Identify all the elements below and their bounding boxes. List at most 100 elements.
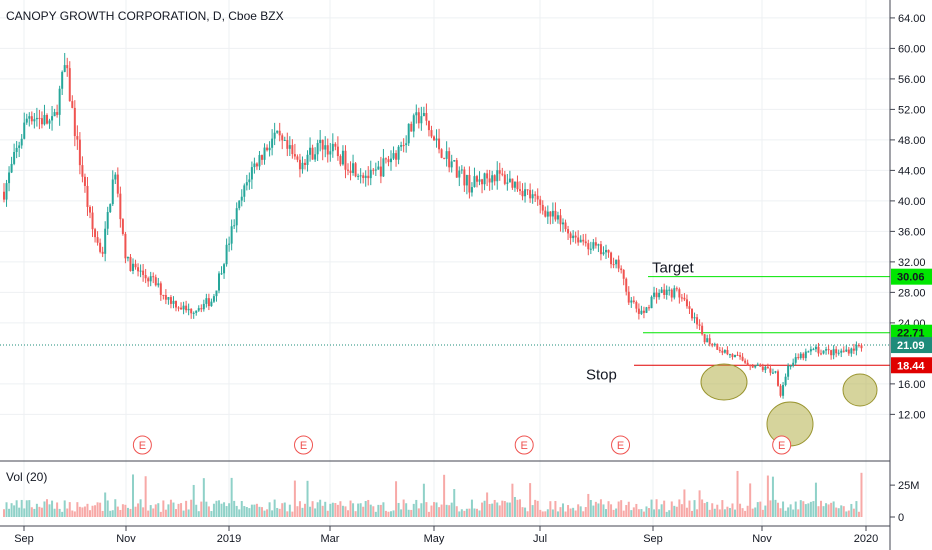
volume-bar bbox=[670, 501, 673, 517]
volume-bar bbox=[63, 500, 66, 517]
candle-body bbox=[58, 88, 61, 115]
candle-body bbox=[215, 290, 218, 297]
candle-body bbox=[94, 229, 97, 238]
volume-bar bbox=[271, 510, 274, 517]
candle-body bbox=[210, 301, 213, 307]
candle-body bbox=[230, 226, 233, 244]
volume-bar bbox=[825, 503, 828, 517]
candle-body bbox=[329, 151, 332, 155]
candle-body bbox=[139, 270, 142, 272]
volume-bar bbox=[837, 508, 840, 517]
volume-bar bbox=[711, 503, 714, 517]
candle-body bbox=[162, 294, 165, 296]
candle-body bbox=[15, 147, 18, 153]
candle-body bbox=[263, 147, 266, 160]
candle-body bbox=[306, 154, 309, 165]
volume-bar bbox=[531, 505, 534, 517]
candle-body bbox=[271, 138, 274, 148]
volume-bar bbox=[857, 511, 860, 517]
candle-body bbox=[157, 283, 160, 286]
volume-bar bbox=[465, 508, 468, 517]
volume-bar bbox=[850, 503, 853, 517]
candle-body bbox=[794, 357, 797, 363]
price-axis[interactable]: 64.00 60.00 56.00 52.00 48.00 44.00 40.00 36.00… bbox=[890, 13, 926, 524]
candle-body bbox=[243, 185, 246, 197]
volume-bar bbox=[847, 510, 850, 517]
candle-body bbox=[412, 115, 415, 132]
volume-bar bbox=[751, 508, 754, 517]
stop-label: Stop bbox=[586, 366, 617, 383]
volume-bar bbox=[202, 478, 205, 517]
volume-bar bbox=[278, 508, 281, 517]
candle-body bbox=[817, 346, 820, 354]
candle-body bbox=[668, 289, 671, 291]
candle-body bbox=[642, 310, 645, 313]
candle-body bbox=[63, 65, 66, 72]
candle-body bbox=[789, 365, 792, 367]
volume-bar bbox=[726, 506, 729, 517]
volume-bar bbox=[152, 508, 155, 517]
volume-bar bbox=[513, 496, 516, 517]
volume-bar bbox=[339, 501, 342, 517]
volume-bar bbox=[377, 504, 380, 517]
price-candles bbox=[3, 52, 863, 399]
target-label: Target bbox=[652, 260, 695, 277]
volume-bar bbox=[66, 508, 69, 517]
candle-body bbox=[807, 351, 810, 353]
volume-bar bbox=[627, 501, 630, 517]
candle-body bbox=[384, 158, 387, 160]
candle-body bbox=[564, 222, 567, 230]
candle-body bbox=[526, 189, 529, 191]
candle-body bbox=[149, 276, 152, 282]
candle-body bbox=[842, 350, 845, 352]
volume-bar bbox=[283, 502, 286, 517]
volume-bar bbox=[496, 502, 499, 517]
volume-bar bbox=[157, 503, 160, 517]
candle-body bbox=[111, 179, 114, 205]
candle-body bbox=[28, 116, 31, 119]
volume-bar bbox=[746, 505, 749, 517]
candle-body bbox=[610, 252, 613, 265]
volume-bar bbox=[691, 510, 693, 517]
volume-bar bbox=[744, 510, 747, 517]
candle-body bbox=[764, 366, 767, 371]
volume-bar bbox=[144, 476, 147, 517]
candle-body bbox=[124, 233, 127, 259]
volume-bar bbox=[392, 510, 395, 517]
time-axis[interactable]: Sep Nov 2019 Mar May Jul Sep Nov 2020 bbox=[14, 526, 878, 545]
candle-body bbox=[405, 143, 408, 146]
volume-bar bbox=[364, 501, 367, 517]
candle-body bbox=[569, 233, 572, 239]
volume-bar bbox=[584, 507, 587, 517]
candle-body bbox=[13, 152, 16, 164]
volume-bar bbox=[587, 493, 590, 517]
time-tick-label: Sep bbox=[643, 533, 663, 545]
volume-bar bbox=[519, 499, 521, 517]
candle-body bbox=[205, 298, 208, 304]
candle-body bbox=[278, 130, 281, 136]
candle-body bbox=[852, 348, 855, 351]
volume-bar bbox=[182, 510, 185, 517]
candle-body bbox=[281, 135, 284, 141]
volume-bar bbox=[304, 503, 306, 517]
candle-body bbox=[46, 114, 48, 124]
candle-body bbox=[40, 118, 43, 125]
price-tag-label: 22.71 bbox=[897, 328, 925, 340]
candle-body bbox=[453, 160, 456, 162]
volume-bar bbox=[665, 511, 668, 517]
volume-bar bbox=[248, 508, 251, 517]
candle-body bbox=[605, 249, 607, 253]
candle-body bbox=[387, 159, 390, 163]
candle-body bbox=[663, 289, 666, 295]
candle-body bbox=[549, 211, 552, 217]
volume-bar bbox=[739, 503, 742, 517]
price-tick-label: 48.00 bbox=[898, 135, 926, 147]
volume-bar bbox=[524, 507, 527, 517]
candle-body bbox=[374, 169, 377, 171]
candle-body bbox=[86, 185, 89, 207]
volume-bar bbox=[347, 510, 349, 517]
volume-bar bbox=[556, 511, 559, 517]
volume-bar bbox=[212, 503, 215, 517]
candle-body bbox=[400, 145, 403, 147]
